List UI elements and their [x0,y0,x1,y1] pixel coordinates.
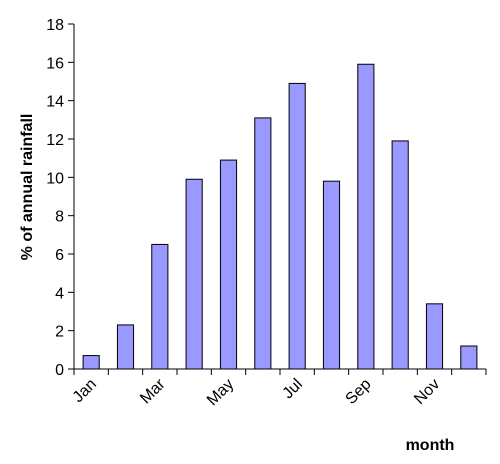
x-tick-label: Jul [280,376,306,402]
bar-may [219,159,238,370]
y-axis-tick-labels: 0 2 4 6 8 10 12 14 16 18 [46,17,64,379]
y-tick-label: 6 [55,247,64,264]
y-tick-label: 12 [46,132,64,149]
bar-mar [151,243,169,370]
bar-nov [425,303,444,370]
y-axis-ticks [68,23,74,370]
x-tick-label: Nov [411,376,443,408]
y-axis-title: % of annual rainfall [19,114,36,261]
y-tick-label: 18 [46,17,64,34]
bar-feb [116,324,135,370]
x-axis-title: month [406,437,455,454]
y-tick-label: 4 [55,285,64,302]
bar-jan [82,355,100,370]
y-tick-label: 8 [55,209,64,226]
bar-apr [185,178,203,370]
bar-dec [460,345,478,370]
bar-oct [391,140,409,370]
x-tick-label: Sep [343,376,375,408]
bar-sep [357,63,375,370]
bar-jun [254,117,272,370]
y-tick-label: 0 [55,362,64,379]
bar-aug [322,180,341,370]
bars [82,63,478,370]
x-tick-label: Mar [137,375,169,407]
x-tick-label: May [204,376,237,409]
y-tick-label: 10 [46,170,64,187]
x-tick-label: Jan [70,376,100,406]
y-tick-label: 16 [46,55,64,72]
y-tick-label: 14 [46,94,64,111]
y-tick-label: 2 [55,324,64,341]
bar-jul [288,82,306,370]
x-axis-ticks [73,369,487,375]
x-axis-tick-labels: Jan Mar May Jul Sep Nov [70,375,444,409]
